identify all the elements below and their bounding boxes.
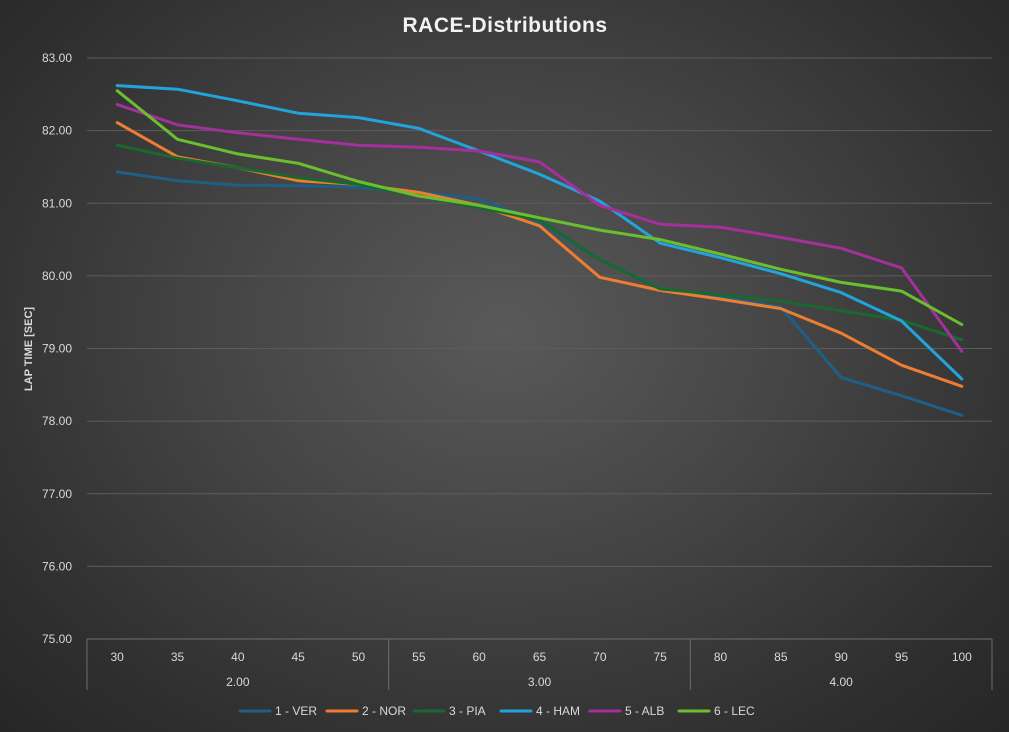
x-tick-label: 100: [952, 650, 972, 664]
x-tick-label: 55: [412, 650, 426, 664]
x-tick-label: 95: [895, 650, 909, 664]
x-tick-label: 70: [593, 650, 607, 664]
x-tick-label: 45: [291, 650, 305, 664]
y-axis-title: LAP TIME [SEC]: [23, 307, 35, 391]
x-tick-label: 85: [774, 650, 788, 664]
chart-title: RACE-Distributions: [403, 14, 608, 37]
x-tick-label: 90: [834, 650, 848, 664]
y-axis-ticks: 75.00 76.00 77.00 78.00 79.00 80.00 81.00 82.00…: [42, 51, 72, 646]
y-tick-label: 77.00: [42, 487, 72, 501]
series-line-1-ver: [115, 170, 964, 417]
y-tick-label: 82.00: [42, 124, 72, 138]
series-line-5-alb: [115, 103, 964, 353]
legend-label: 3 - PIA: [449, 704, 486, 718]
x-tick-label: 40: [231, 650, 245, 664]
x-group-label: 2.00: [226, 675, 250, 689]
x-tick-label: 50: [352, 650, 366, 664]
legend-label: 4 - HAM: [536, 704, 580, 718]
y-tick-label: 79.00: [42, 342, 72, 356]
legend-label: 6 - LEC: [714, 704, 755, 718]
gridlines: [87, 57, 992, 567]
series-lines: [115, 84, 964, 417]
x-tick-label: 80: [714, 650, 728, 664]
x-tick-label: 65: [533, 650, 547, 664]
legend-label: 2 - NOR: [362, 704, 406, 718]
x-axis: 30 35 40 45 50 55 60 65 70 75 80 85 90 95 100 2.00 3.00 4…: [86, 638, 993, 690]
series-line-6-lec: [115, 89, 964, 326]
legend-label: 1 - VER: [275, 704, 317, 718]
x-tick-label: 60: [472, 650, 486, 664]
y-tick-label: 80.00: [42, 269, 72, 283]
y-tick-label: 81.00: [42, 196, 72, 210]
y-tick-label: 76.00: [42, 559, 72, 573]
y-tick-label: 78.00: [42, 414, 72, 428]
x-tick-label: 35: [171, 650, 185, 664]
series-line-4-ham: [115, 84, 964, 381]
x-tick-label: 30: [110, 650, 124, 664]
legend-label: 5 - ALB: [625, 704, 664, 718]
legend: 1 - VER 2 - NOR 3 - PIA 4 - HAM 5 - ALB 6 - L…: [238, 704, 755, 718]
y-tick-label: 83.00: [42, 51, 72, 65]
series-line-3-pia: [115, 143, 964, 342]
y-tick-label: 75.00: [42, 632, 72, 646]
x-group-label: 3.00: [528, 675, 552, 689]
x-tick-label: 75: [653, 650, 667, 664]
x-group-label: 4.00: [829, 675, 853, 689]
